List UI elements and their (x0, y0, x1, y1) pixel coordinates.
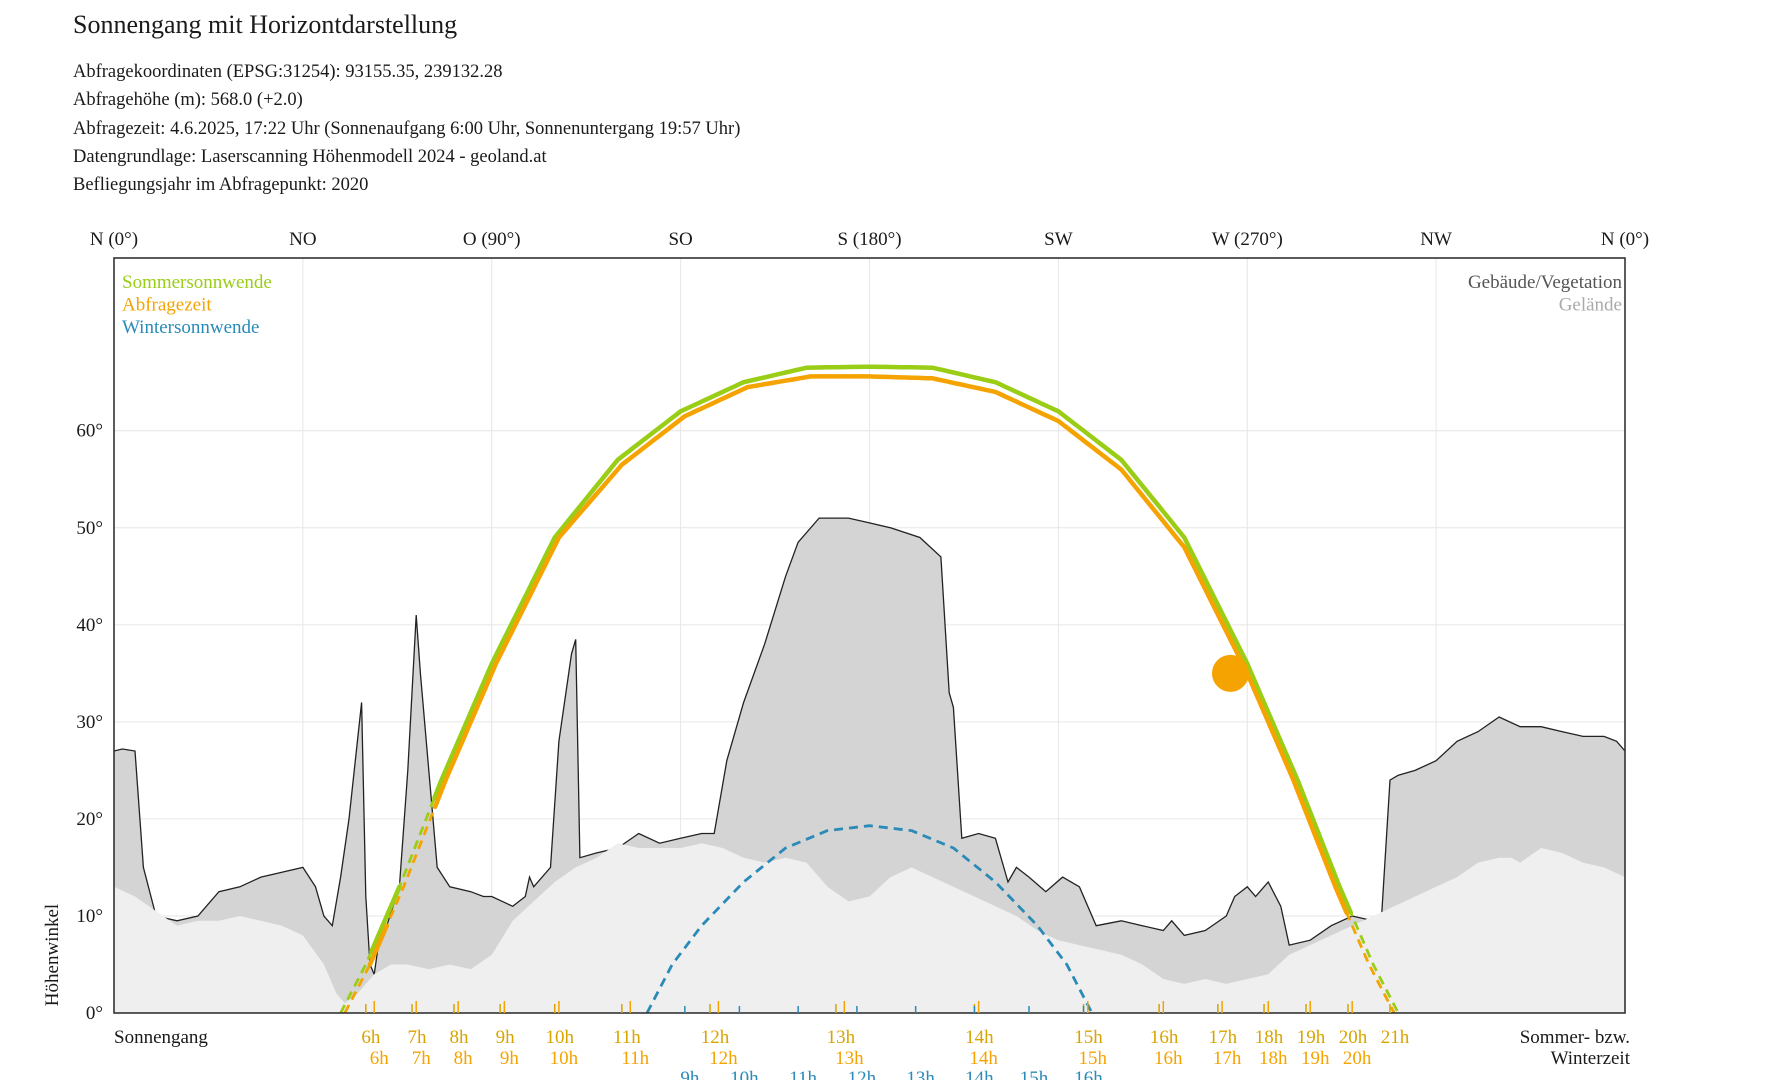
hour-label: 6h (361, 1027, 381, 1048)
hour-label: 16h (1154, 1048, 1183, 1069)
series-abfragezeit-visible (367, 923, 390, 967)
hour-label: 14h (965, 1027, 994, 1048)
hour-label: 12h (701, 1027, 730, 1048)
hour-label: 6h (370, 1048, 390, 1069)
hour-label: 9h (680, 1068, 700, 1080)
plot-border (113, 257, 1626, 1014)
info-time: Abfragezeit: 4.6.2025, 17:22 Uhr (Sonnen… (73, 118, 741, 139)
hour-label: 12h (709, 1048, 738, 1069)
hour-label: 17h (1209, 1027, 1238, 1048)
current-sun-marker (1211, 654, 1249, 692)
hour-label: 16h (1150, 1027, 1179, 1048)
hour-label: 10h (730, 1068, 759, 1080)
buildings-fill (114, 518, 1625, 1013)
legend-left-entry: Sommersonnwende (122, 272, 272, 293)
y-tick-label: 40° (76, 615, 103, 636)
hour-label: 18h (1259, 1048, 1288, 1069)
hour-label: 15h (1020, 1068, 1049, 1080)
legend-left-entry: Abfragezeit (122, 295, 212, 316)
hour-label: 17h (1213, 1048, 1242, 1069)
hour-label: 14h (969, 1048, 998, 1069)
hour-label: 21h (1381, 1027, 1410, 1048)
terrain-area (114, 843, 1625, 1013)
x-tick-label: N (0°) (1601, 229, 1649, 250)
buildings-outline (113, 517, 1626, 977)
hour-label: 11h (621, 1048, 649, 1069)
hour-label: 7h (412, 1048, 432, 1069)
x-tick-label: NO (289, 229, 316, 250)
y-tick-label: 50° (76, 518, 103, 539)
hour-label: 13h (827, 1027, 856, 1048)
y-axis-label: Höhenwinkel (42, 904, 63, 1006)
hour-label: 10h (550, 1048, 579, 1069)
hour-markers: 6h 7h 8h 9h 10h 11h 12h 13h 14h 15h 16h 17h 18h 19h 20… (361, 1001, 1410, 1080)
info-flight-year: Befliegungsjahr im Abfragepunkt: 2020 (73, 175, 369, 196)
x-tick-label: W (270°) (1212, 229, 1283, 250)
series-sommersonnwende-visible (432, 364, 1354, 915)
query-info: Abfragekoordinaten (EPSG:31254): 93155.3… (73, 58, 740, 199)
hour-label: 9h (496, 1027, 516, 1048)
hour-label: 9h (500, 1048, 520, 1069)
info-coordinates: Abfragekoordinaten (EPSG:31254): 93155.3… (73, 62, 503, 82)
hour-label: 12h (848, 1068, 877, 1080)
legend-left-entry: Wintersonnwende (122, 317, 259, 338)
hour-label: 19h (1297, 1027, 1326, 1048)
info-source: Datengrundlage: Laserscanning Höhenmodel… (73, 146, 547, 167)
hour-label: 19h (1301, 1048, 1330, 1069)
hour-label: 11h (613, 1027, 641, 1048)
plot-frame (113, 257, 1626, 1014)
terrain-fill (114, 843, 1625, 1013)
hour-label: 16h (1074, 1068, 1103, 1080)
legend-right-entry: Gebäude/Vegetation (1468, 272, 1623, 293)
x-tick-label: SW (1044, 229, 1073, 250)
hour-label: 15h (1079, 1048, 1108, 1069)
hour-label: 7h (408, 1027, 428, 1048)
x-tick-label: NW (1420, 229, 1452, 250)
hour-label: 8h (454, 1048, 474, 1069)
hour-label: 20h (1339, 1027, 1368, 1048)
hour-label: 13h (835, 1048, 864, 1069)
series-wintersonnwende-dashed (645, 824, 1094, 1014)
x-tick-label: SO (668, 229, 692, 250)
hour-label: 10h (545, 1027, 574, 1048)
bottom-left-label: Sonnengang (114, 1027, 208, 1048)
sun-paths (339, 364, 1400, 1014)
hour-label: 11h (789, 1068, 817, 1080)
hour-label: 18h (1255, 1027, 1284, 1048)
series-sommersonnwende-visible (369, 884, 402, 954)
info-height: Abfragehöhe (m): 568.0 (+2.0) (73, 90, 303, 111)
hour-label: 8h (449, 1027, 469, 1048)
hour-label: 15h (1074, 1027, 1103, 1048)
hour-label: 14h (965, 1068, 994, 1080)
x-tick-label: N (0°) (90, 229, 138, 250)
bottom-right-label: Winterzeit (1551, 1048, 1631, 1069)
bottom-right-label: Sommer- bzw. (1520, 1027, 1630, 1048)
hour-label: 20h (1343, 1048, 1372, 1069)
x-tick-label: S (180°) (837, 229, 901, 250)
y-tick-label: 20° (76, 809, 103, 830)
hour-label: 13h (906, 1068, 935, 1080)
series-abfragezeit-visible (432, 374, 1349, 915)
y-tick-label: 10° (76, 906, 103, 927)
buildings-vegetation-area (113, 517, 1626, 1013)
axis-labels: N (0°) NO O (90°) SO S (180°) SW W (270°) NW N (… (42, 229, 1649, 1069)
page-title: Sonnengang mit Horizontdarstellung (73, 10, 458, 39)
legend-right-entry: Gelände (1559, 295, 1622, 316)
y-tick-label: 60° (76, 421, 103, 442)
y-tick-label: 30° (76, 712, 103, 733)
x-tick-label: O (90°) (463, 229, 521, 250)
y-tick-label: 0° (86, 1003, 103, 1024)
legend: SommersonnwendeAbfragezeitWintersonnwend… (122, 272, 1622, 338)
